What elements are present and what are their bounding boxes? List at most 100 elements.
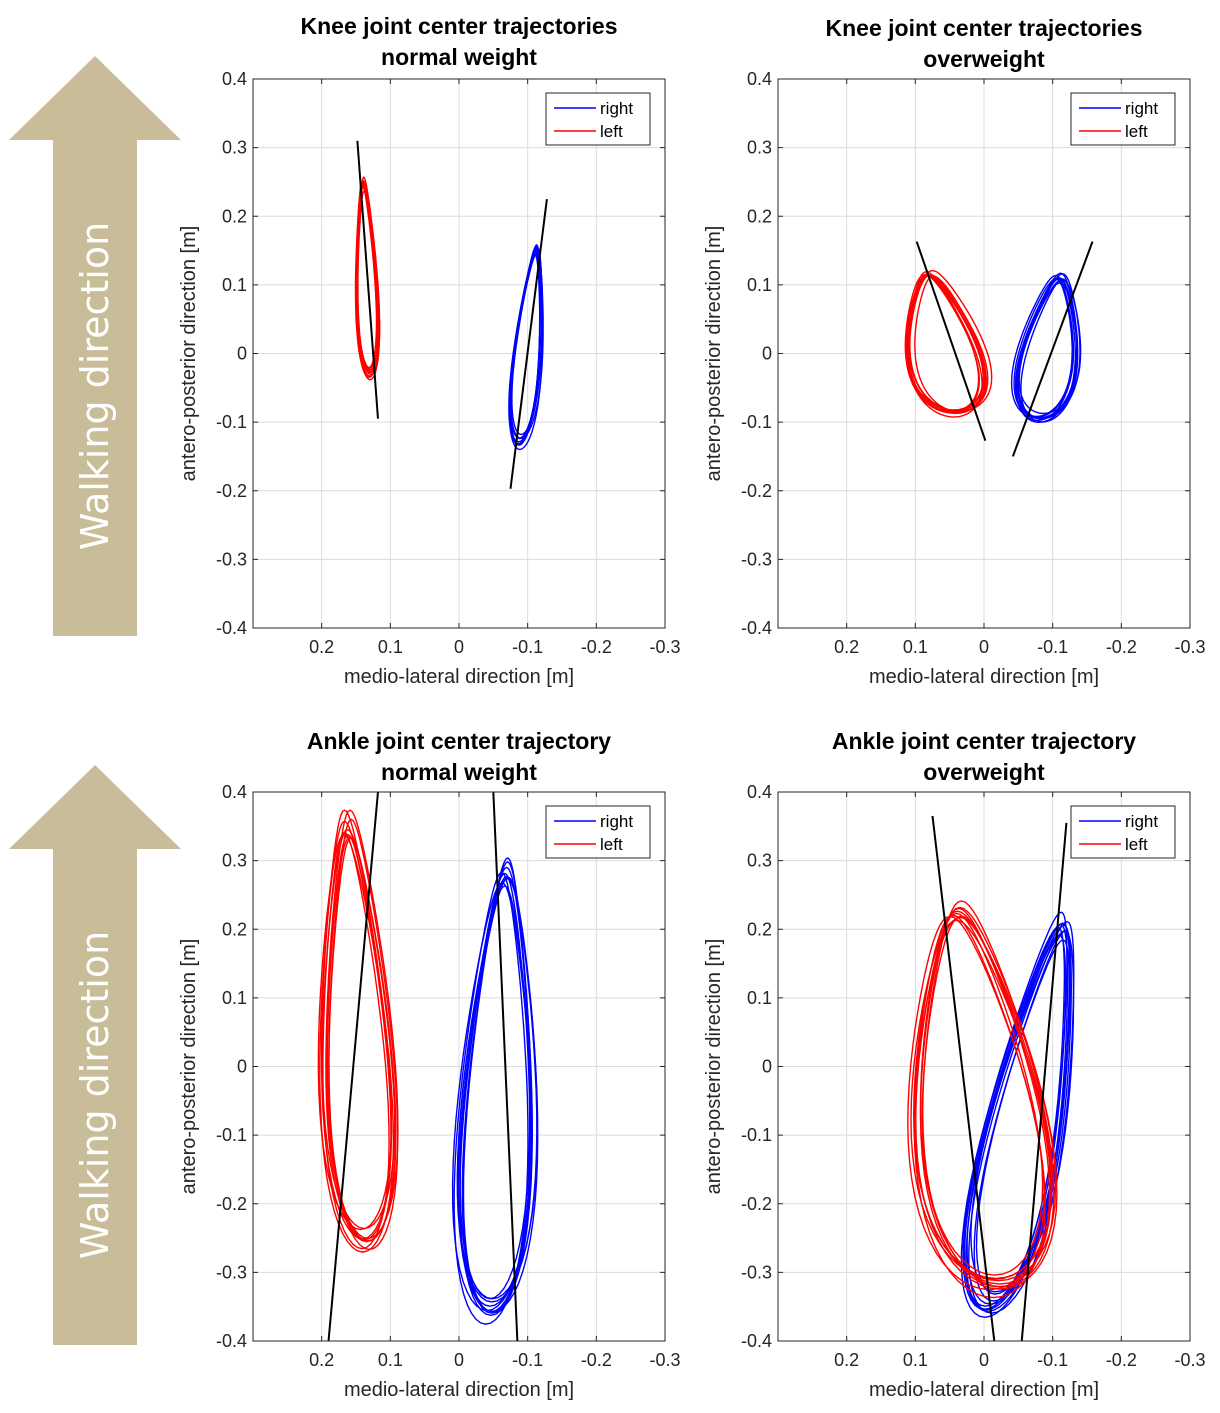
x-axis-label: medio-lateral direction [m] — [869, 1379, 1099, 1401]
legend-box — [545, 805, 651, 859]
series-right — [508, 244, 544, 451]
x-tick-label: -0.2 — [581, 637, 612, 657]
x-axis-label: medio-lateral direction [m] — [869, 666, 1099, 688]
legend: right left — [1070, 92, 1176, 146]
x-tick-label: 0 — [979, 1350, 989, 1370]
chart-3: 0.2 0.1 0 -0.1 -0.2 -0.3 0.4 0.3 0.2 0.1 0 -0.1 -0.2… — [178, 728, 681, 1401]
trajectory-loop-left — [906, 274, 986, 412]
y-tick-label: 0.3 — [747, 851, 772, 871]
trajectory-loop-right — [509, 246, 541, 446]
x-tick-label: -0.1 — [512, 637, 543, 657]
y-tick-label: 0.1 — [747, 275, 772, 295]
series-right — [451, 857, 539, 1325]
legend-label-right: right — [600, 812, 633, 831]
chart-title: Ankle joint center trajectory — [307, 728, 611, 754]
y-tick-label: 0.4 — [747, 782, 772, 802]
y-tick-label: -0.3 — [741, 1262, 772, 1282]
chart-1: 0.2 0.1 0 -0.1 -0.2 -0.3 0.4 0.3 0.2 0.1 0 -0.1 -0.2… — [178, 13, 681, 688]
y-tick-label: 0.3 — [222, 851, 247, 871]
trajectory-loop-left — [907, 915, 1045, 1291]
legend-label-right: right — [1125, 99, 1158, 118]
y-tick-label: -0.2 — [741, 481, 772, 501]
legend-label-left: left — [1125, 835, 1148, 854]
legend: right left — [1070, 805, 1176, 859]
x-tick-label: -0.3 — [649, 1350, 680, 1370]
fit-line-2 — [492, 792, 519, 1341]
legend-label-right: right — [600, 99, 633, 118]
y-tick-label: 0.1 — [222, 988, 247, 1008]
y-tick-label: 0.2 — [222, 206, 247, 226]
y-axis-label: antero-posterior direction [m] — [178, 939, 200, 1195]
x-axis-label: medio-lateral direction [m] — [344, 666, 574, 688]
trajectory-loop-left — [326, 833, 392, 1241]
x-axis-label: medio-lateral direction [m] — [344, 1379, 574, 1401]
x-tick-label: 0.1 — [378, 1350, 403, 1370]
legend-label-left: left — [600, 835, 623, 854]
y-tick-label: -0.2 — [216, 1194, 247, 1214]
legend-box — [545, 92, 651, 146]
trajectory-loop-left — [909, 274, 987, 412]
chart-subtitle: overweight — [923, 759, 1045, 785]
trajectory-loop-left — [912, 910, 1053, 1280]
walking-arrow-1 — [9, 56, 181, 636]
y-tick-label: -0.3 — [216, 549, 247, 569]
trajectory-loop-right — [1017, 272, 1078, 419]
legend: right left — [545, 805, 651, 859]
legend-box — [1070, 805, 1176, 859]
x-tick-label: 0.2 — [309, 1350, 334, 1370]
y-tick-label: -0.3 — [741, 549, 772, 569]
y-tick-label: -0.4 — [216, 618, 247, 638]
walking-arrows — [9, 56, 181, 1345]
x-tick-label: -0.3 — [1174, 637, 1205, 657]
y-tick-label: -0.1 — [741, 1125, 772, 1145]
x-tick-label: 0.2 — [834, 637, 859, 657]
trajectory-loop-right — [968, 920, 1075, 1314]
trajectory-loop-right — [511, 246, 543, 436]
series-left — [904, 269, 993, 418]
x-tick-label: -0.2 — [1106, 1350, 1137, 1370]
fit-line-1 — [327, 792, 379, 1341]
y-tick-label: 0.4 — [222, 69, 247, 89]
trajectory-loop-left — [355, 185, 380, 374]
x-tick-label: 0 — [979, 637, 989, 657]
y-tick-label: 0.2 — [747, 206, 772, 226]
x-tick-label: -0.3 — [649, 637, 680, 657]
x-tick-label: 0.1 — [378, 637, 403, 657]
y-tick-label: 0 — [762, 1057, 772, 1077]
chart-subtitle: overweight — [923, 46, 1045, 72]
x-tick-label: -0.1 — [512, 1350, 543, 1370]
x-tick-label: -0.2 — [581, 1350, 612, 1370]
walking-direction-label-bottom: Walking direction — [73, 930, 117, 1260]
x-tick-label: 0.2 — [309, 637, 334, 657]
chart-title: Knee joint center trajectories — [826, 15, 1143, 41]
x-tick-label: -0.1 — [1037, 637, 1068, 657]
y-tick-label: 0.2 — [222, 919, 247, 939]
y-tick-label: -0.1 — [741, 412, 772, 432]
legend-label-right: right — [1125, 812, 1158, 831]
fit-line-2 — [509, 198, 548, 489]
x-tick-label: -0.1 — [1037, 1350, 1068, 1370]
walking-direction-label-top: Walking direction — [73, 221, 117, 551]
x-tick-label: -0.2 — [1106, 637, 1137, 657]
y-tick-label: 0 — [762, 344, 772, 364]
trajectory-loop-right — [1010, 274, 1075, 419]
y-tick-label: 0 — [237, 1057, 247, 1077]
y-axis-label: antero-posterior direction [m] — [703, 939, 725, 1195]
y-tick-label: -0.1 — [216, 412, 247, 432]
y-tick-label: 0.4 — [747, 69, 772, 89]
trajectory-loop-right — [962, 926, 1066, 1311]
legend-box — [1070, 92, 1176, 146]
y-axis-label: antero-posterior direction [m] — [703, 226, 725, 482]
chart-title: Knee joint center trajectories — [301, 13, 618, 39]
legend-label-left: left — [1125, 122, 1148, 141]
chart-4: 0.2 0.1 0 -0.1 -0.2 -0.3 0.4 0.3 0.2 0.1 0 -0.1 -0.2… — [703, 728, 1206, 1401]
y-tick-label: 0.4 — [222, 782, 247, 802]
trajectory-loop-right — [963, 911, 1068, 1307]
x-tick-label: 0.2 — [834, 1350, 859, 1370]
y-tick-label: -0.2 — [741, 1194, 772, 1214]
fit-line-1 — [931, 815, 996, 1341]
charts: 0.2 0.1 0 -0.1 -0.2 -0.3 0.4 0.3 0.2 0.1 0 -0.1 -0.2… — [178, 13, 1206, 1401]
legend: right left — [545, 92, 651, 146]
y-tick-label: -0.1 — [216, 1125, 247, 1145]
